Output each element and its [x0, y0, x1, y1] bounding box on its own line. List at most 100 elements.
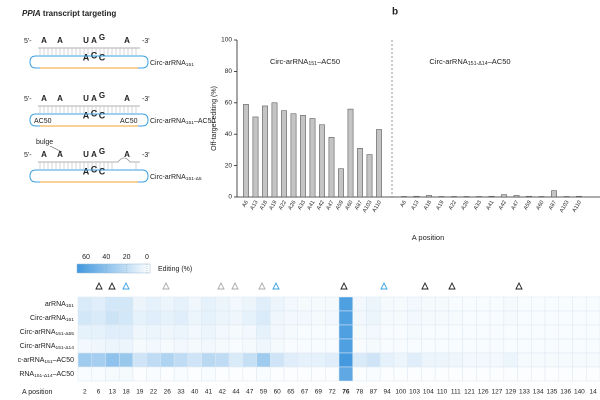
heatmap-cell [283, 366, 299, 382]
target-base: A [57, 150, 63, 159]
heatmap-cell [476, 338, 491, 354]
heatmap-cell [215, 324, 230, 340]
heatmap-cell [160, 310, 175, 326]
heatmap-cell [366, 324, 381, 340]
heatmap-cell [91, 352, 106, 368]
panel-title-name: Circ-arRNA [270, 57, 308, 66]
construct-label-suffix: –AC50 [194, 118, 216, 125]
x-tick-label: 33 [177, 389, 185, 396]
heatmap-cell [379, 296, 395, 312]
x-tick-label: 121 [464, 389, 475, 396]
heatmap-cell [256, 296, 271, 312]
heatmap-cell [338, 310, 353, 326]
heatmap-cell [325, 352, 340, 368]
construct-label-name: Circ-arRNA [150, 60, 186, 67]
y-axis-label: Off-target editing (%) [211, 86, 218, 151]
heatmap-cell [393, 324, 408, 340]
bar [271, 102, 278, 198]
heatmap-cell [448, 324, 463, 340]
heatmap-cell [407, 324, 422, 340]
heatmap-cell [366, 296, 381, 312]
heatmap-cell [201, 352, 216, 368]
heatmap-cell [283, 352, 299, 368]
heatmap-cell [586, 296, 600, 312]
heatmap-cell [173, 366, 189, 382]
bar [488, 195, 495, 198]
heatmap-cell [270, 366, 285, 382]
row-label: Circ-arRNA151-Δ14 [20, 343, 75, 351]
x-tick-label: 111 [451, 389, 461, 396]
construct-label-name: Circ-arRNA [150, 174, 186, 181]
heatmap-cell [352, 352, 367, 368]
heatmap-cell [118, 296, 134, 312]
colorbar-label: Editing (%) [158, 266, 192, 273]
heatmap-cell [572, 296, 587, 312]
target-base: A [91, 150, 97, 159]
target-base: A [41, 36, 47, 45]
x-tick-label: A59 [335, 200, 345, 211]
x-tick-label: A103 [559, 200, 571, 214]
heatmap-cell [228, 296, 244, 312]
heatmap-cell [476, 310, 491, 326]
x-tick-label: A47 [325, 200, 335, 211]
heatmap-cell [201, 296, 216, 312]
heatmap-cell [173, 338, 189, 354]
heatmap-cell [393, 338, 408, 354]
heatmap-cell [421, 296, 436, 312]
heatmap-cell [256, 310, 271, 326]
guide-loop [29, 169, 149, 183]
heatmap-cell [531, 366, 546, 382]
heatmap-cell [558, 296, 573, 312]
heatmap-cell [311, 296, 326, 312]
heatmap-cell [132, 310, 147, 326]
panel-title-name: Circ-arRNA [429, 57, 467, 66]
x-tick-label: A41 [306, 200, 316, 211]
heatmap-cell [393, 296, 408, 312]
x-tick-label: 78 [356, 389, 364, 396]
heatmap-cell [270, 324, 285, 340]
heatmap-cell [105, 352, 120, 368]
heatmap-cell [544, 366, 560, 382]
heatmap-cell [187, 296, 202, 312]
x-tick-label: A13 [410, 200, 420, 211]
heatmap-cell [421, 324, 436, 340]
heatmap-cell [105, 338, 120, 354]
heatmap-cell [201, 310, 216, 326]
heatmap-cell [503, 366, 518, 382]
guide-base: A [83, 110, 90, 120]
heatmap-cell [462, 366, 477, 382]
heatmap-cell [517, 366, 532, 382]
heatmap-cell [544, 296, 560, 312]
heatmap-cell [586, 310, 600, 326]
construct-label-sub: 151-Δ5 [186, 176, 202, 182]
y-tick-label: 60 [225, 100, 233, 107]
heatmap-cell [283, 338, 299, 354]
heatmap-cell [160, 338, 175, 354]
guide-base: C [99, 166, 106, 176]
heatmap-cell [517, 324, 532, 340]
heatmap-cell [379, 352, 395, 368]
heatmap-cell [77, 310, 92, 326]
heatmap-cell [366, 310, 381, 326]
target-base: G [99, 33, 105, 42]
row-label-sub: 151 [44, 359, 52, 365]
row-label-sub: 151-Δ55 [56, 331, 75, 337]
heatmap-cell [421, 338, 436, 354]
row-label-suffix: –AC50 [53, 357, 75, 364]
colorbar-tick-label: 40 [102, 254, 110, 261]
heatmap-cell [228, 324, 244, 340]
row-label-sub: 151-Δ14 [34, 373, 53, 379]
heatmap-cell [146, 296, 161, 312]
heatmap-cell [118, 338, 134, 354]
five-prime: 5'- [24, 152, 32, 159]
heatmap-cell [476, 324, 491, 340]
loop-label: AC50 [34, 118, 52, 125]
row-label-name: Circ-arRNA [20, 329, 56, 336]
x-tick-label: 135 [546, 389, 557, 396]
heatmap-cell [338, 366, 353, 382]
heatmap-cell [270, 296, 285, 312]
heatmap-cell [201, 338, 216, 354]
heatmap-cell [105, 310, 120, 326]
row-label-name: RNA [19, 371, 34, 378]
heatmap-cell [228, 310, 244, 326]
